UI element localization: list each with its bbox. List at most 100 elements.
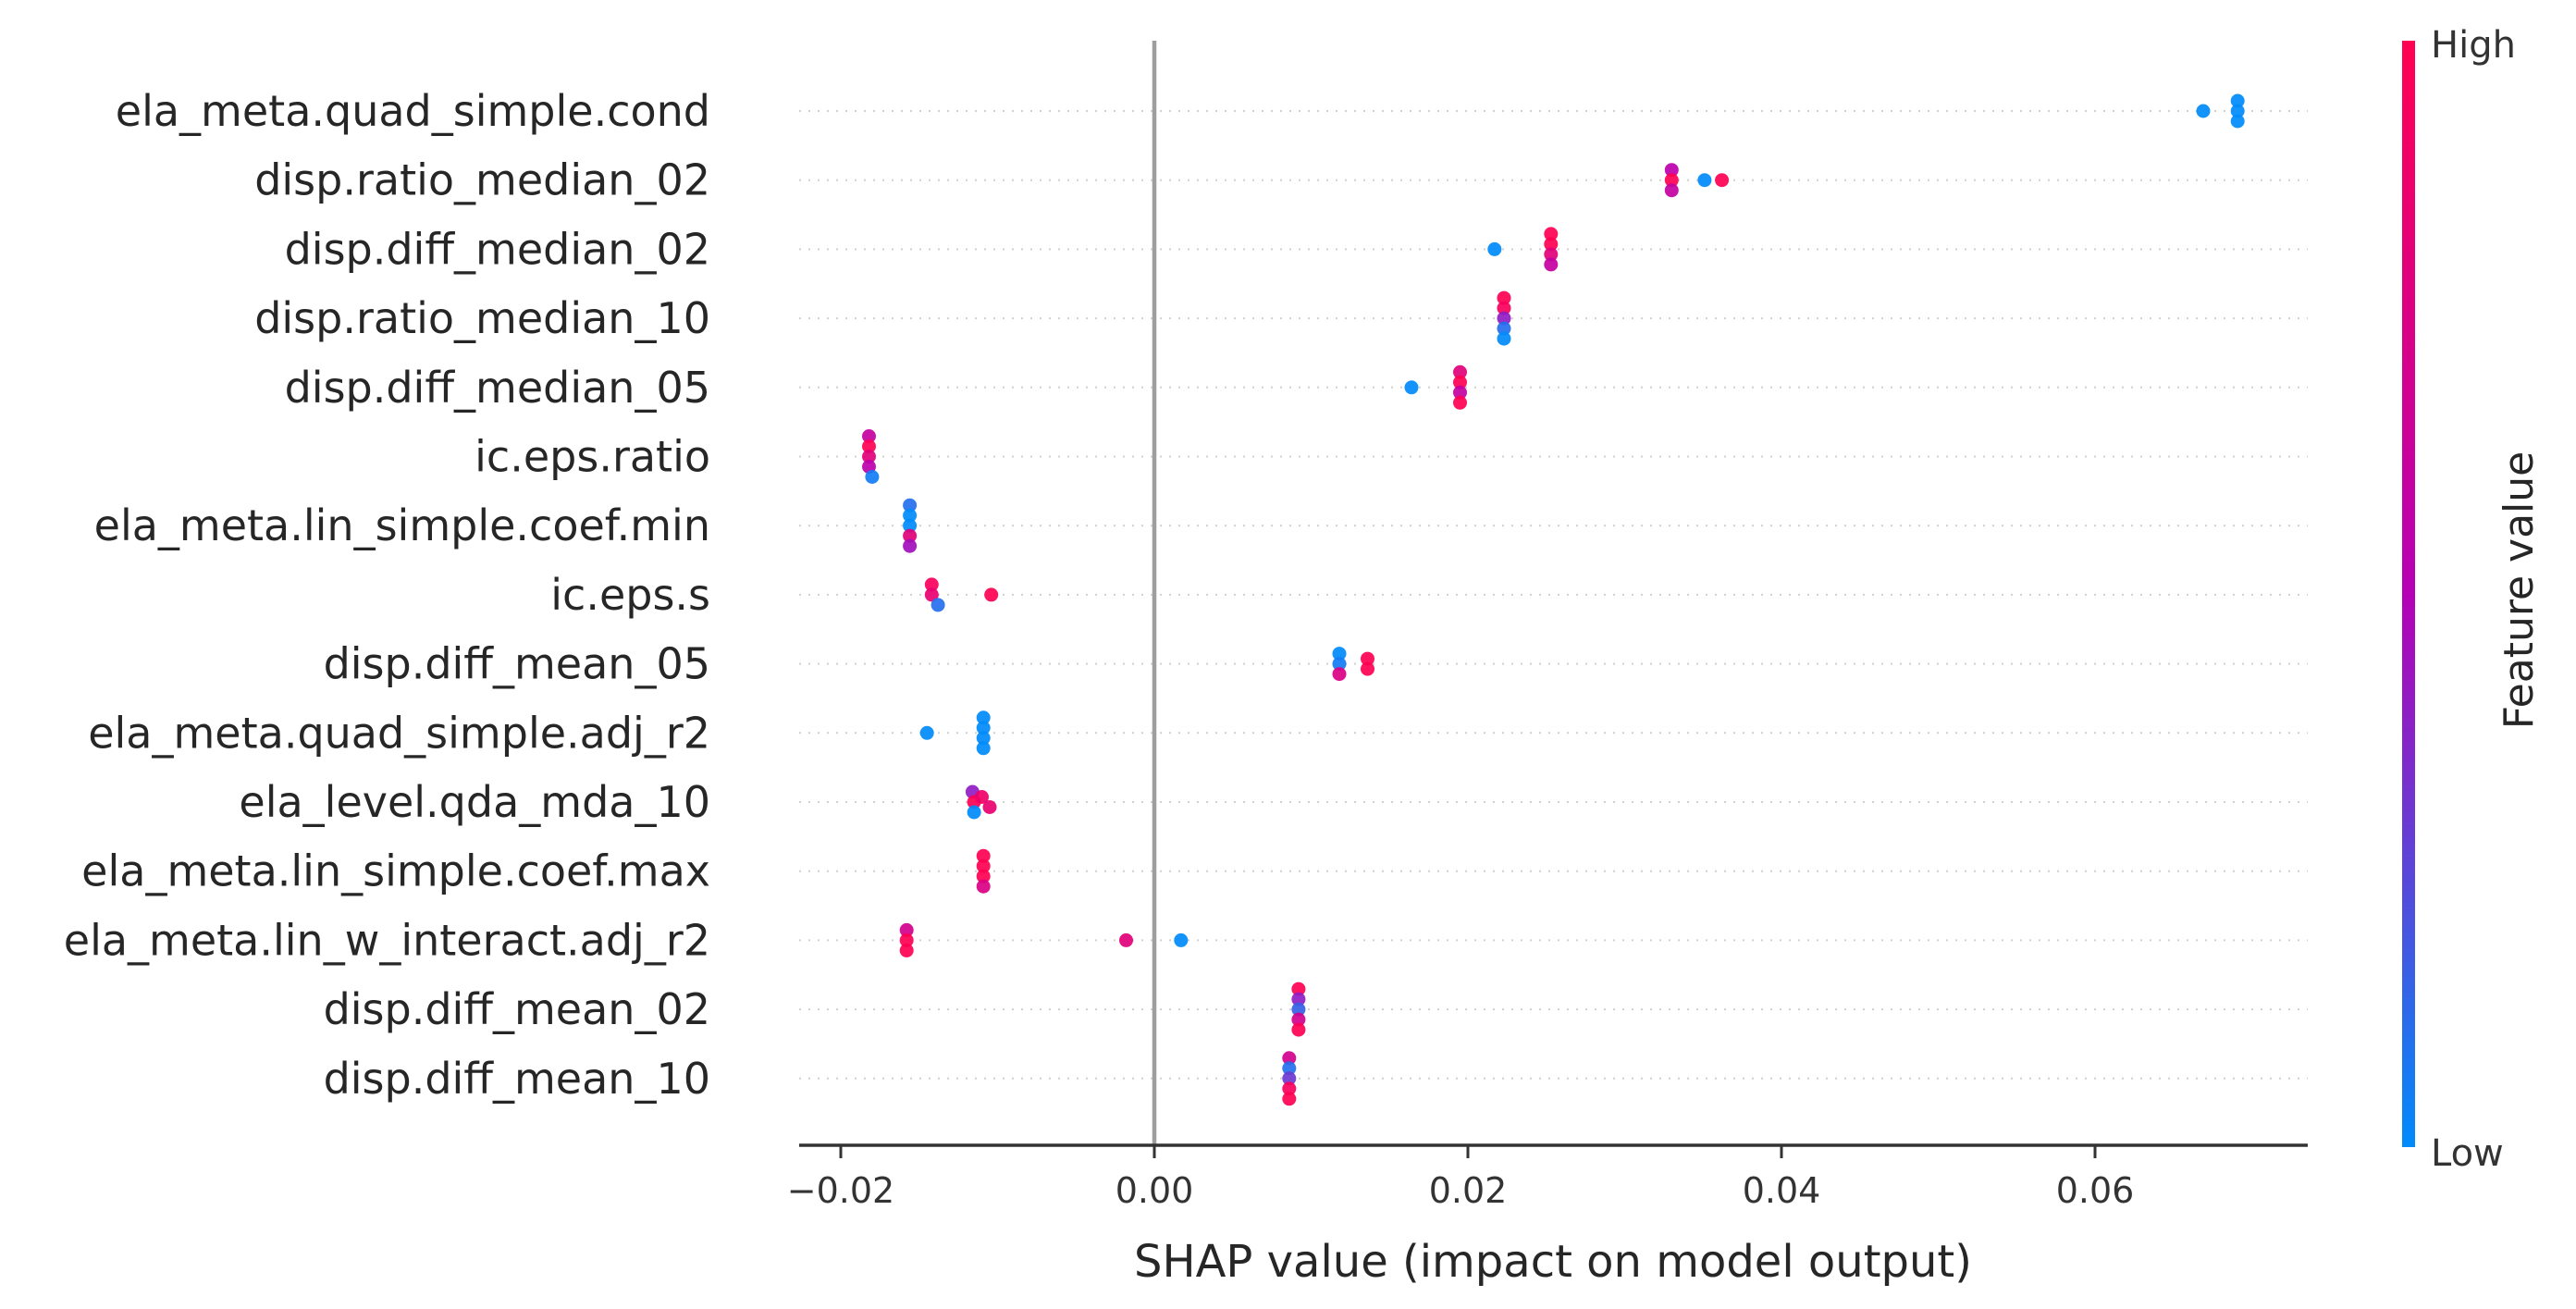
shap-point [976,710,991,725]
shap-point [1453,364,1467,379]
x-tick-label: 0.06 [2056,1170,2135,1211]
feature-label: disp.ratio_median_02 [254,155,710,205]
colorbar-high-label: High [2431,24,2516,67]
feature-label: ela_meta.quad_simple.cond [116,86,710,136]
shap-point [1291,1012,1306,1027]
x-tick-label: 0.04 [1743,1170,1821,1211]
shap-point [2230,93,2245,108]
feature-label: ela_level.qda_mda_10 [239,777,710,827]
colorbar-low-label: Low [2431,1132,2504,1175]
shap-point [976,731,991,746]
colorbar-gradient [2402,41,2415,1147]
shap-point [975,790,989,804]
shap-point [1291,1002,1306,1017]
shap-point [903,538,918,553]
shap-point [903,508,918,523]
x-axis-ticks: −0.02 0.00 0.02 0.04 0.06 [787,1145,2135,1211]
feature-label: ela_meta.lin_simple.coef.max [81,846,710,896]
feature-label: ela_meta.lin_w_interact.adj_r2 [64,915,710,965]
shap-point [1497,301,1511,315]
x-tick-label: −0.02 [787,1170,894,1211]
shap-point [1332,647,1347,661]
shap-point [984,587,999,602]
shap-point [1453,385,1467,400]
shap-point [976,741,991,756]
shap-point [2196,104,2211,118]
shap-point [2230,114,2245,129]
shap-point [2230,104,2245,118]
shap-point [1404,380,1419,395]
shap-point [1291,1022,1306,1037]
shap-point [1497,331,1511,346]
shap-point [1174,932,1189,947]
row-guides [799,110,2308,1080]
shap-point [1282,1051,1297,1066]
shap-point [1544,257,1559,272]
x-tick-label: 0.02 [1429,1170,1508,1211]
shap-point [903,528,918,543]
shap-point [1664,183,1679,198]
shap-point [976,721,991,735]
shap-point [976,869,991,883]
shap-point [899,943,914,957]
shap-point [976,858,991,873]
shap-point [1497,311,1511,326]
shap-point [1361,661,1374,676]
colorbar: High Low Feature value [2402,24,2543,1175]
shap-point [931,598,945,612]
shap-point [1487,241,1502,256]
shap-point [899,932,914,947]
shap-point [1453,375,1467,389]
feature-label: ela_meta.quad_simple.adj_r2 [88,708,710,758]
feature-label: ela_meta.lin_simple.coef.min [94,500,710,550]
shap-point [865,470,880,484]
feature-label: ic.eps.s [550,570,710,620]
x-tick-label: 0.00 [1115,1170,1194,1211]
shap-point [862,439,876,453]
shap-point [1282,1081,1297,1096]
feature-label: disp.diff_mean_10 [324,1054,710,1104]
shap-point [903,518,918,533]
shap-point [1697,173,1712,188]
shap-point [1291,982,1306,996]
shap-point [1119,932,1133,947]
shap-point [1544,237,1559,252]
shap-point [1282,1071,1297,1086]
shap-point [862,450,876,463]
shap-point [1544,247,1559,262]
x-axis-title: SHAP value (impact on model output) [1134,1236,1972,1288]
feature-label: disp.diff_median_02 [285,224,710,274]
shap-point [1332,657,1347,672]
shap-point [919,725,934,740]
shap-point [924,577,939,592]
shap-point [903,498,918,512]
shap-point [982,800,997,814]
shap-point [1361,651,1374,666]
shap-point [899,922,914,937]
feature-label: disp.diff_mean_05 [324,639,710,689]
shap-point [1497,290,1511,305]
shap-point [1291,992,1306,1006]
feature-label: ic.eps.ratio [475,432,710,482]
shap-point [1664,173,1679,188]
shap-point [1497,321,1511,336]
shap-point [1715,173,1730,188]
feature-labels: ela_meta.quad_simple.cond disp.ratio_medi… [64,86,710,1104]
shap-point [976,848,991,863]
shap-point [1282,1092,1297,1106]
shap-point [1664,163,1679,178]
shap-point [976,879,991,894]
shap-point [1544,227,1559,241]
shap-point [1453,395,1467,410]
feature-label: disp.ratio_median_10 [254,293,710,343]
feature-label: disp.diff_mean_02 [324,984,710,1034]
shap-point [862,429,876,443]
feature-label: disp.diff_median_05 [285,363,710,413]
colorbar-title: Feature value [2496,451,2543,729]
shap-point [1332,667,1347,682]
data-points [862,93,2245,1106]
shap-point [967,805,981,820]
shap-point [1282,1061,1297,1076]
shap-point [924,587,939,602]
